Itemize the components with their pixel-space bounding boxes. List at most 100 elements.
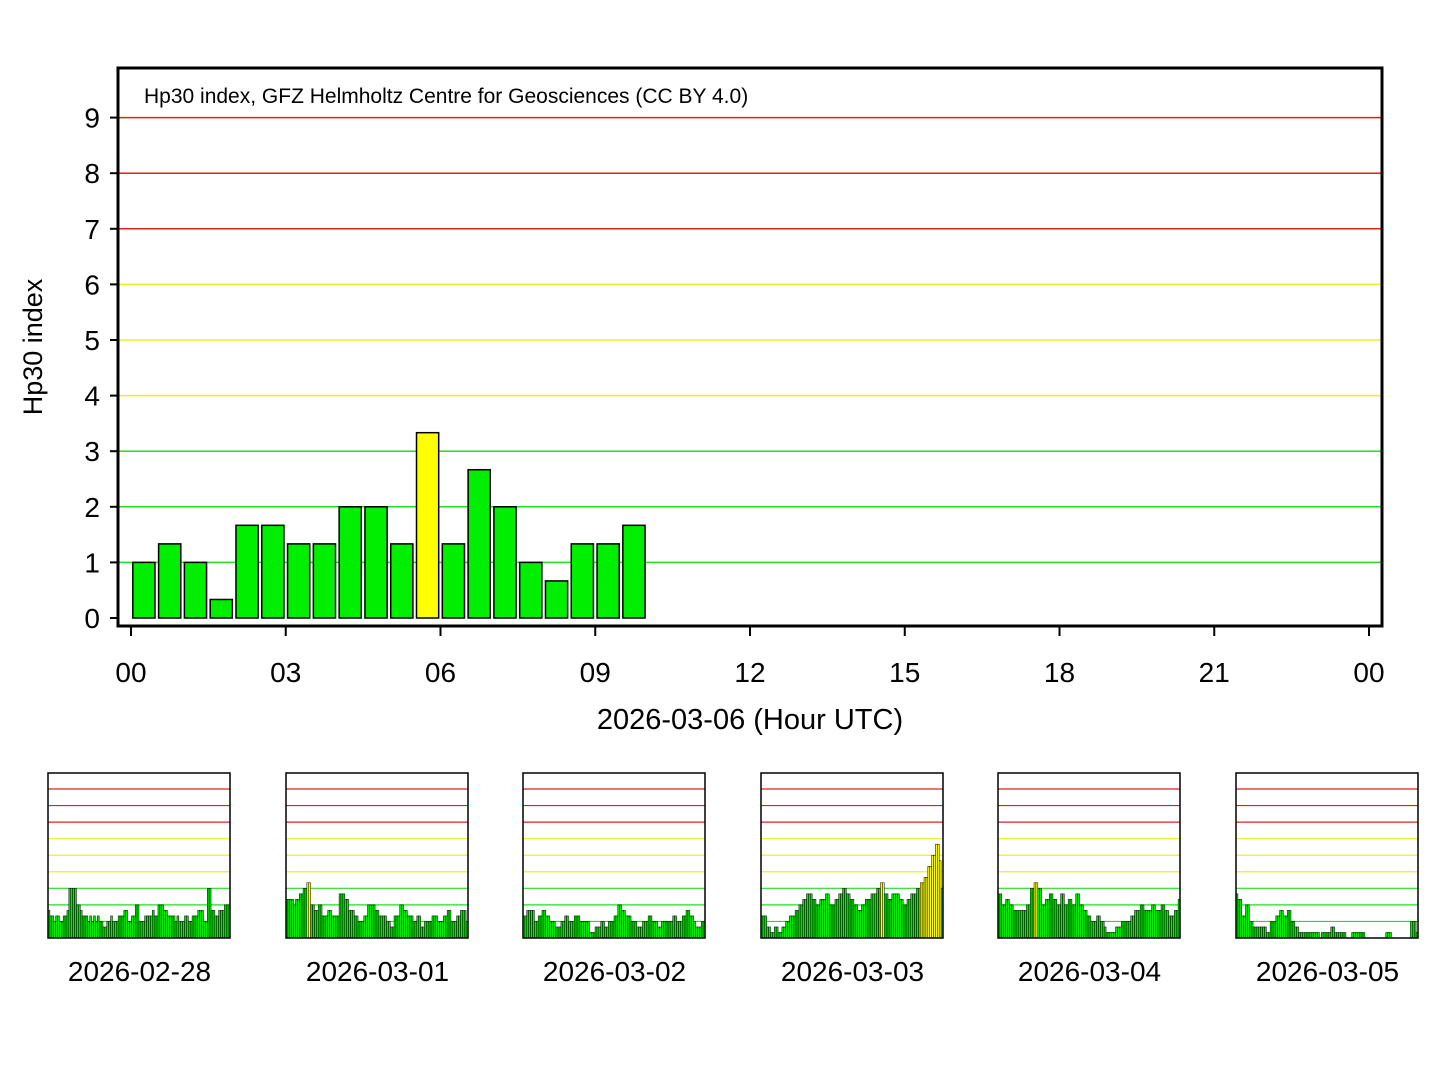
mini-bar xyxy=(1340,932,1343,939)
mini-bar xyxy=(333,915,336,939)
mini-bar xyxy=(800,904,803,939)
mini-bar xyxy=(651,921,655,939)
mini-bar xyxy=(1149,910,1152,939)
main-grid-lines xyxy=(119,116,1381,564)
mini-bar xyxy=(821,899,824,939)
mini-bar xyxy=(1050,893,1054,939)
mini-bar xyxy=(70,888,73,939)
mini-bar xyxy=(1132,915,1135,939)
mini-bar xyxy=(1296,926,1299,939)
mini-bar xyxy=(1126,921,1130,939)
mini-bar xyxy=(1237,899,1241,939)
mini-bar xyxy=(766,926,769,939)
main-bar xyxy=(286,543,311,619)
mini-bar xyxy=(1247,904,1250,939)
mini-bar xyxy=(72,888,75,939)
mini-bar xyxy=(121,915,125,939)
mini-bar xyxy=(388,921,391,939)
main-bar xyxy=(596,543,620,619)
mini-bar xyxy=(779,932,783,939)
mini-bar xyxy=(448,910,452,939)
mini-bar xyxy=(606,926,609,939)
mini-bar xyxy=(1001,904,1004,939)
mini-bar xyxy=(1120,921,1124,939)
mini-bar xyxy=(329,910,332,939)
mini-bar xyxy=(1322,932,1326,939)
mini-bar xyxy=(104,926,108,939)
mini-bar xyxy=(789,915,792,939)
mini-bar xyxy=(304,888,308,939)
mini-bar xyxy=(172,915,176,939)
mini-bar xyxy=(1309,932,1313,939)
mini-bar xyxy=(1064,904,1067,939)
main-bar xyxy=(312,543,337,619)
main-x-tick-label: 06 xyxy=(425,657,456,688)
mini-bar xyxy=(89,915,92,939)
mini-bar xyxy=(1328,932,1332,939)
mini-bar xyxy=(354,915,357,939)
main-bar xyxy=(235,524,259,619)
mini-bar xyxy=(904,904,908,939)
mini-bar xyxy=(100,921,104,939)
mini-bar xyxy=(199,910,202,939)
mini-bar xyxy=(184,915,187,939)
mini-bar xyxy=(348,910,351,939)
mini-bar xyxy=(1005,899,1008,939)
mini-bar xyxy=(596,926,600,939)
main-y-ticks: 0 1 2 3 4 5 6 7 8 9 xyxy=(84,103,118,634)
mini-bar xyxy=(1326,932,1330,939)
mini-bar xyxy=(1302,932,1305,939)
mini-bar xyxy=(921,882,925,939)
mini-bar xyxy=(672,915,675,939)
mini-bar xyxy=(1160,904,1164,939)
mini-bar xyxy=(161,904,164,939)
mini-bar xyxy=(316,910,319,939)
mini-bar xyxy=(1119,926,1122,939)
mini-bar xyxy=(682,915,685,939)
mini-bar xyxy=(1071,904,1075,939)
mini-bar xyxy=(422,926,425,939)
mini-chart-2026-03-04: 2026-03-04 xyxy=(997,772,1181,987)
mini-bar xyxy=(302,888,306,939)
main-x-tick-label: 03 xyxy=(270,657,301,688)
mini-bar xyxy=(66,910,70,939)
mini-bar xyxy=(1014,910,1018,939)
mini-bar xyxy=(1035,882,1039,939)
mini-bar xyxy=(868,899,872,939)
mini-chart-2026-03-02: 2026-03-02 xyxy=(522,772,706,987)
mini-bar xyxy=(218,910,221,939)
mini-bar xyxy=(661,921,664,939)
mini-bar xyxy=(208,888,212,939)
mini-bar xyxy=(108,921,111,939)
mini-bar xyxy=(1122,921,1126,939)
mini-bar xyxy=(138,921,142,939)
mini-bar xyxy=(374,910,378,939)
mini-bar xyxy=(683,915,687,939)
mini-bar xyxy=(433,915,437,939)
mini-bar xyxy=(1358,932,1362,939)
mini-bar xyxy=(1170,915,1173,939)
mini-bar xyxy=(653,921,656,939)
mini-bar xyxy=(604,926,607,939)
mini-bar xyxy=(127,921,130,939)
mini-bar xyxy=(191,915,195,939)
mini-bar xyxy=(454,921,457,939)
mini-bar xyxy=(878,888,881,939)
mini-bar xyxy=(1147,910,1150,939)
mini-bar xyxy=(870,893,874,939)
mini-bar xyxy=(920,882,923,939)
mini-bar xyxy=(1249,921,1252,939)
mini-bar xyxy=(602,921,605,939)
mini-bar xyxy=(338,893,342,939)
mini-bar xyxy=(61,921,64,939)
mini-bar xyxy=(570,921,573,939)
main-y-tick-label: 8 xyxy=(84,158,100,189)
mini-bar xyxy=(452,921,455,939)
mini-bar xyxy=(87,921,90,939)
mini-bar xyxy=(1281,910,1284,939)
main-x-tick-label: 15 xyxy=(889,657,920,688)
mini-bar xyxy=(110,915,113,939)
mini-bar xyxy=(592,932,596,939)
mini-bar xyxy=(568,921,571,939)
mini-bar xyxy=(897,893,900,939)
